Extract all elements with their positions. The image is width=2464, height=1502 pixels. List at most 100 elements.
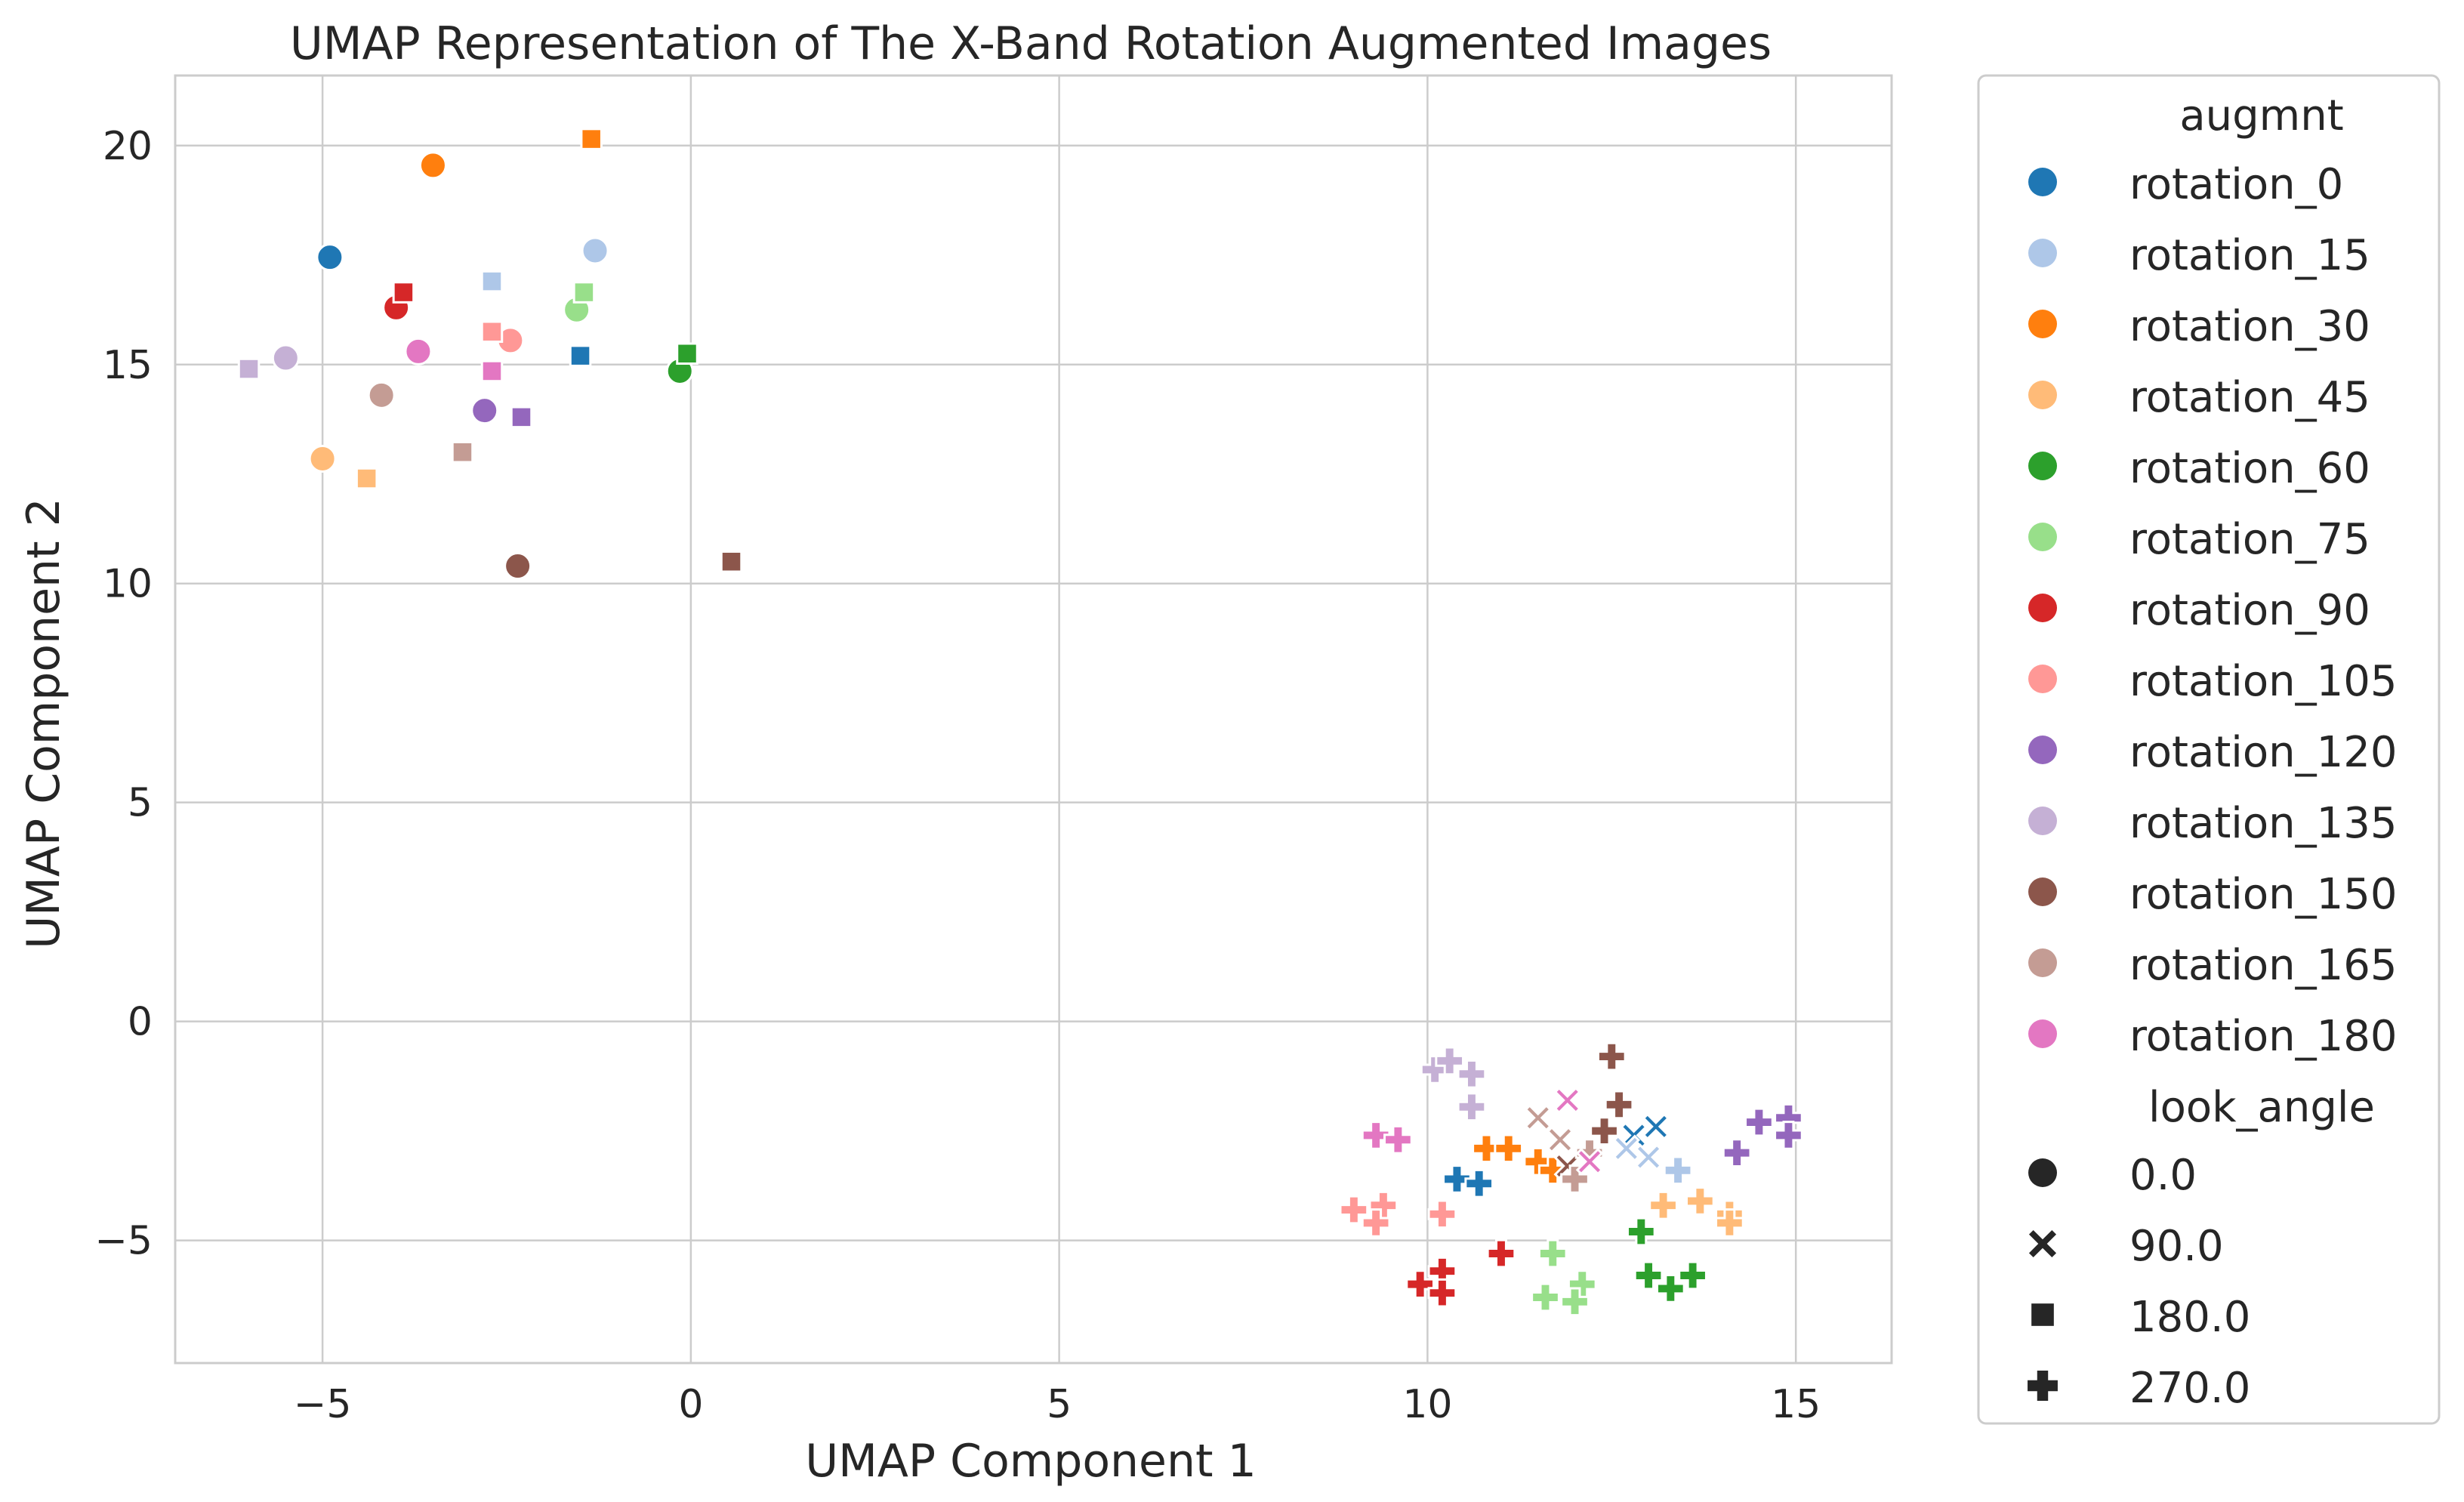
y-axis-ticks: −5 0 5 10 15 20 [94, 124, 153, 1264]
scatter-points [237, 128, 1803, 1317]
scatter-point-rotation_105 [1427, 1199, 1457, 1229]
scatter-point-rotation_60 [1678, 1260, 1707, 1291]
scatter-point-rotation_120 [510, 406, 533, 429]
scatter-point-rotation_75 [572, 281, 596, 304]
scatter-point-rotation_180 [1575, 1147, 1604, 1176]
legend-swatch [2028, 310, 2057, 338]
scatter-point-rotation_120 [1744, 1107, 1774, 1137]
grid [175, 76, 1892, 1363]
scatter-point-rotation_30 [1494, 1133, 1524, 1164]
legend-item-rotation_90: rotation_90 [2129, 586, 2370, 635]
legend-style-label: 180.0 [2129, 1293, 2250, 1342]
scatter-point-rotation_30 [580, 128, 603, 150]
legend-swatch [2028, 168, 2057, 196]
scatter-point-rotation_120 [1774, 1121, 1803, 1150]
x-tick-label: 5 [1047, 1382, 1072, 1427]
legend-item-rotation_105: rotation_105 [2129, 657, 2397, 706]
scatter-point-rotation_30 [418, 151, 447, 180]
chart-title: UMAP Representation of The X-Band Rotati… [290, 17, 1772, 70]
scatter-point-rotation_150 [1590, 1116, 1619, 1146]
scatter-point-rotation_105 [1339, 1195, 1369, 1225]
scatter-point-rotation_60 [1626, 1217, 1656, 1247]
scatter-point-rotation_15 [1634, 1143, 1663, 1171]
legend-style-label: 0.0 [2129, 1151, 2197, 1200]
scatter-point-rotation_120 [470, 396, 499, 425]
scatter-point-rotation_15 [581, 236, 609, 265]
scatter-point-rotation_0 [1464, 1168, 1494, 1198]
scatter-point-rotation_45 [308, 444, 337, 473]
scatter-point-rotation_165 [1524, 1103, 1553, 1132]
legend-swatch [2028, 523, 2057, 551]
scatter-point-rotation_135 [271, 344, 300, 372]
legend-marker-square [2031, 1303, 2054, 1326]
legend-item-rotation_75: rotation_75 [2129, 515, 2370, 564]
scatter-point-rotation_45 [1715, 1208, 1744, 1238]
scatter-point-rotation_30 [1537, 1155, 1568, 1186]
legend-item-rotation_180: rotation_180 [2129, 1012, 2397, 1061]
legend-item-rotation_135: rotation_135 [2129, 799, 2397, 848]
legend-swatch [2028, 239, 2057, 267]
scatter-point-rotation_165 [367, 381, 396, 409]
legend-swatch [2028, 452, 2057, 480]
plot-frame [174, 74, 1893, 1365]
legend-item-rotation_15: rotation_15 [2129, 231, 2370, 280]
scatter-point-rotation_120 [1722, 1138, 1752, 1167]
y-tick-label: 20 [103, 124, 153, 169]
legend-item-rotation_165: rotation_165 [2129, 941, 2397, 990]
legend-swatch [2028, 807, 2057, 835]
scatter-point-rotation_105 [480, 320, 504, 344]
y-axis-label: UMAP Component 2 [17, 498, 70, 949]
scatter-point-rotation_150 [1604, 1090, 1634, 1120]
scatter-point-rotation_0 [1642, 1112, 1670, 1141]
scatter-point-rotation_135 [237, 357, 261, 381]
scatter-point-rotation_180 [1383, 1124, 1413, 1155]
legend-style-label: 90.0 [2129, 1222, 2224, 1271]
y-tick-label: 10 [103, 562, 153, 607]
scatter-point-rotation_90 [1427, 1278, 1457, 1308]
scatter-point-rotation_15 [1663, 1155, 1693, 1186]
scatter-point-rotation_45 [1685, 1186, 1715, 1216]
legend-item-rotation_0: rotation_0 [2129, 160, 2343, 209]
legend-frame [1977, 74, 2441, 1425]
scatter-point-rotation_180 [1553, 1086, 1582, 1115]
scatter-point-rotation_45 [1648, 1190, 1678, 1220]
scatter-point-rotation_150 [720, 550, 743, 573]
scatter-point-rotation_75 [1531, 1282, 1560, 1312]
scatter-point-rotation_165 [1560, 1164, 1590, 1194]
scatter-point-rotation_150 [1596, 1041, 1627, 1072]
legend-marker-x [2028, 1229, 2057, 1258]
legend-marker-circle [2028, 1158, 2057, 1187]
scatter-point-rotation_90 [392, 281, 415, 304]
x-tick-label: 0 [678, 1382, 703, 1427]
scatter-point-rotation_75 [1560, 1287, 1590, 1317]
legend: augmnt rotation_0 rotation_15 rotation_30r… [1977, 74, 2441, 1425]
scatter-point-rotation_0 [569, 344, 592, 367]
legend-style-label: 270.0 [2129, 1364, 2250, 1413]
y-tick-label: 5 [128, 781, 153, 826]
legend-swatch [2028, 594, 2057, 622]
legend-item-rotation_150: rotation_150 [2129, 870, 2397, 919]
scatter-point-rotation_0 [1442, 1164, 1472, 1194]
legend-swatch [2028, 877, 2057, 906]
scatter-point-rotation_60 [676, 342, 698, 365]
x-tick-label: 15 [1771, 1382, 1821, 1427]
x-axis-label: UMAP Component 1 [805, 1435, 1257, 1488]
legend-swatch [2028, 665, 2057, 693]
scatter-point-rotation_180 [404, 337, 433, 365]
scatter-point-rotation_15 [480, 270, 504, 293]
y-tick-label: −5 [94, 1219, 153, 1264]
legend-item-rotation_120: rotation_120 [2129, 728, 2397, 777]
scatter-point-rotation_15 [1612, 1134, 1641, 1163]
legend-swatch [2028, 736, 2057, 764]
legend-item-rotation_30: rotation_30 [2129, 302, 2370, 351]
scatter-point-rotation_165 [451, 440, 474, 464]
x-tick-label: −5 [294, 1382, 352, 1427]
scatter-point-rotation_180 [1361, 1121, 1391, 1150]
x-tick-label: 10 [1402, 1382, 1452, 1427]
legend-hue-title: augmnt [2179, 91, 2343, 140]
scatter-point-rotation_90 [1405, 1269, 1436, 1299]
scatter-point-rotation_60 [1633, 1260, 1664, 1291]
scatter-point-rotation_105 [1361, 1208, 1391, 1238]
legend-marker-plus [2028, 1371, 2058, 1401]
